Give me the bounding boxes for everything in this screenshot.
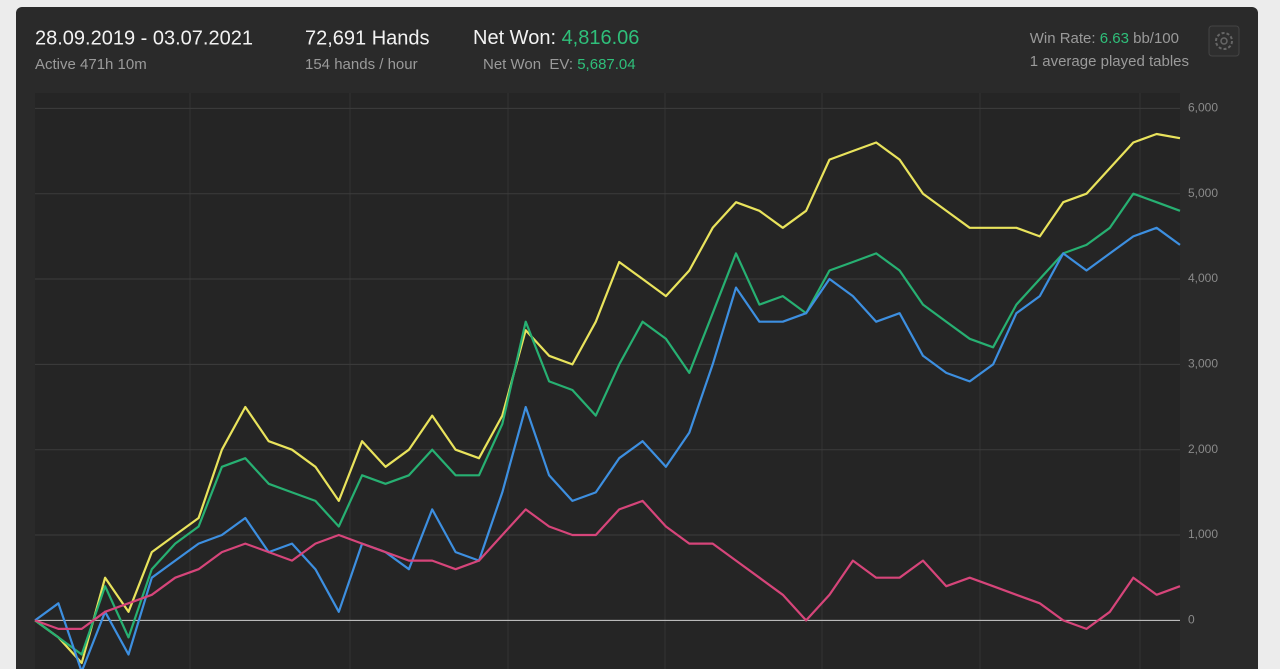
hands: 72,691 Hands bbox=[305, 27, 430, 49]
series-line bbox=[34, 192, 1181, 656]
net-won-ev: Net Won EV: 5,687.04 bbox=[483, 56, 636, 73]
y-tick-label: 0 bbox=[1188, 613, 1195, 627]
hands-per-hour: 154 hands / hour bbox=[305, 56, 418, 73]
net-won-ev-value: 5,687.04 bbox=[577, 56, 635, 73]
win-rate-unit: bb/100 bbox=[1133, 30, 1179, 47]
win-rate: Win Rate: 6.63 bb/100 bbox=[1030, 30, 1179, 47]
gear-outer[interactable] bbox=[1215, 32, 1233, 50]
plot-area bbox=[35, 93, 1180, 669]
y-tick-label: 6,000 bbox=[1188, 101, 1218, 115]
net-won-label: Net Won: bbox=[473, 27, 556, 49]
settings-frame[interactable] bbox=[1208, 25, 1240, 57]
series-line bbox=[34, 226, 1181, 669]
y-tick-label: 1,000 bbox=[1188, 527, 1218, 541]
active-time: Active 471h 10m bbox=[35, 56, 147, 73]
settings-button[interactable] bbox=[1208, 25, 1240, 57]
date-range: 28.09.2019 - 03.07.2021 bbox=[35, 27, 253, 49]
y-tick-label: 5,000 bbox=[1188, 186, 1218, 200]
series-line bbox=[34, 132, 1181, 665]
y-tick-label: 4,000 bbox=[1188, 271, 1218, 285]
y-tick-label: 3,000 bbox=[1188, 357, 1218, 371]
series-line bbox=[34, 499, 1181, 630]
y-tick-label: 2,000 bbox=[1188, 442, 1218, 456]
net-won-ev-label: Net Won EV: bbox=[483, 56, 573, 73]
gear-inner[interactable] bbox=[1220, 37, 1228, 45]
tables: 1 average played tables bbox=[1030, 53, 1189, 70]
net-won: Net Won: 4,816.06 bbox=[473, 27, 639, 49]
net-won-value: 4,816.06 bbox=[562, 27, 640, 49]
win-rate-label: Win Rate: bbox=[1030, 30, 1096, 47]
win-rate-value: 6.63 bbox=[1100, 30, 1129, 47]
